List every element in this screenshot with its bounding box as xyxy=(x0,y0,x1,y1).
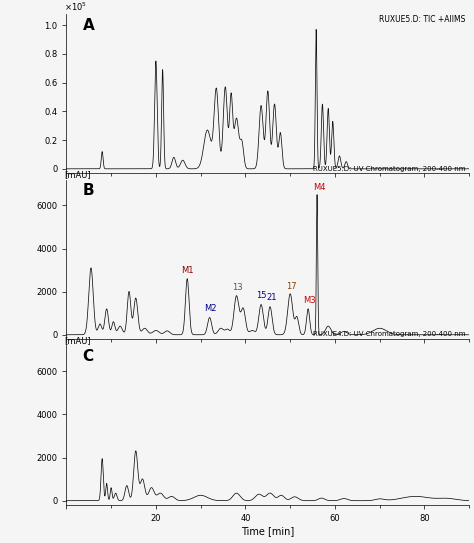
Text: $\times$10$^5$: $\times$10$^5$ xyxy=(64,1,87,13)
Text: M1: M1 xyxy=(181,267,193,275)
Text: 13: 13 xyxy=(232,282,243,292)
Text: C: C xyxy=(82,349,93,364)
Text: A: A xyxy=(82,18,94,33)
Text: 15: 15 xyxy=(256,291,266,300)
X-axis label: Time [min]: Time [min] xyxy=(241,526,294,536)
Text: RUXUE5.D: UV Chromatogram, 200-400 nm: RUXUE5.D: UV Chromatogram, 200-400 nm xyxy=(313,166,465,172)
Text: M4: M4 xyxy=(313,184,326,192)
Text: RUXUE4.D: UV Chromatogram, 200-400 nm: RUXUE4.D: UV Chromatogram, 200-400 nm xyxy=(313,331,465,337)
Text: M3: M3 xyxy=(303,295,315,305)
Text: [mAU]: [mAU] xyxy=(64,336,91,345)
Text: [mAU]: [mAU] xyxy=(64,170,91,179)
Text: B: B xyxy=(82,182,94,198)
Text: 17: 17 xyxy=(286,282,296,291)
Text: RUXUE5.D: TIC +AllMS: RUXUE5.D: TIC +AllMS xyxy=(379,15,465,24)
Text: 21: 21 xyxy=(266,293,277,302)
Text: M2: M2 xyxy=(204,304,217,313)
